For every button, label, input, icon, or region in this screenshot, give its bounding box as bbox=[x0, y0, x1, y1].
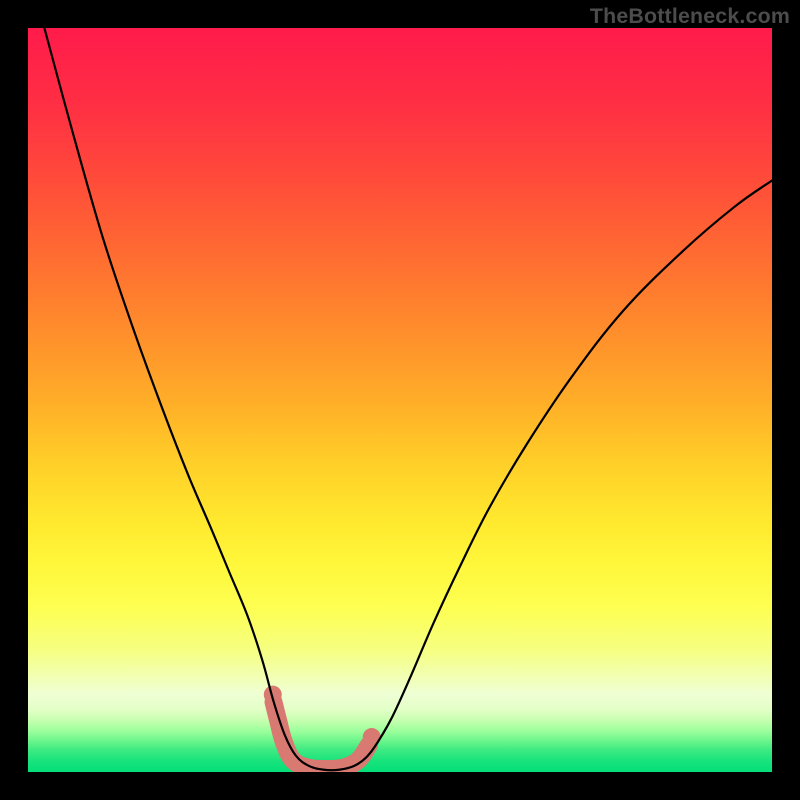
gradient-background bbox=[28, 28, 772, 772]
figure-root: TheBottleneck.com bbox=[0, 0, 800, 800]
plot-area bbox=[28, 28, 772, 772]
watermark-text: TheBottleneck.com bbox=[590, 4, 790, 29]
plot-svg bbox=[28, 28, 772, 772]
